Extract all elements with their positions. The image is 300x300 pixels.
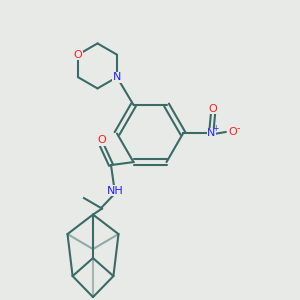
Text: O: O <box>74 50 82 60</box>
Text: O: O <box>98 135 106 145</box>
Text: N: N <box>113 72 121 82</box>
Text: NH: NH <box>107 186 124 196</box>
Text: -: - <box>237 123 240 134</box>
Text: +: + <box>212 124 219 133</box>
Text: N: N <box>207 128 216 139</box>
Text: O: O <box>208 103 217 114</box>
Text: O: O <box>228 127 237 137</box>
